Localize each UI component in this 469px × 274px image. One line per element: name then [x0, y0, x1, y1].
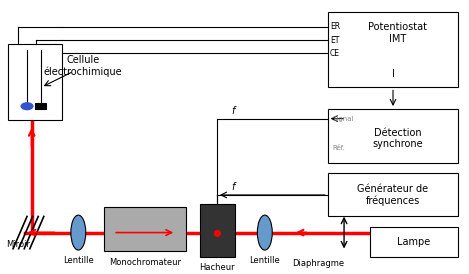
Text: Miroir: Miroir	[6, 240, 30, 249]
Text: Potentiostat
IMT: Potentiostat IMT	[368, 22, 427, 44]
Bar	[199, 204, 234, 257]
Text: Cellule
électrochimique: Cellule électrochimique	[44, 55, 122, 77]
Bar	[328, 109, 458, 163]
Text: Détection
synchrone: Détection synchrone	[372, 128, 423, 149]
Text: CE: CE	[330, 48, 340, 58]
Text: Hacheur: Hacheur	[199, 263, 235, 272]
Text: Lampe: Lampe	[397, 237, 431, 247]
Bar	[8, 44, 62, 120]
Text: Lentille: Lentille	[63, 256, 94, 265]
Ellipse shape	[21, 103, 33, 110]
Text: Diaphragme: Diaphragme	[292, 259, 345, 268]
Bar	[328, 12, 458, 87]
Text: Réf.: Réf.	[333, 145, 345, 151]
Text: I: I	[392, 69, 394, 79]
Text: Monochromateur: Monochromateur	[109, 258, 181, 267]
Bar	[370, 227, 458, 257]
Text: Lentille: Lentille	[250, 256, 280, 265]
Ellipse shape	[71, 215, 86, 250]
Text: Signal: Signal	[333, 116, 354, 122]
Text: Générateur de
fréquences: Générateur de fréquences	[357, 184, 429, 206]
Bar	[104, 207, 186, 252]
Text: ET: ET	[330, 36, 340, 45]
Bar	[36, 103, 45, 109]
Text: f: f	[231, 182, 234, 192]
Bar	[328, 173, 458, 216]
Text: f: f	[231, 106, 234, 116]
Ellipse shape	[257, 215, 272, 250]
Text: ER: ER	[330, 22, 340, 32]
